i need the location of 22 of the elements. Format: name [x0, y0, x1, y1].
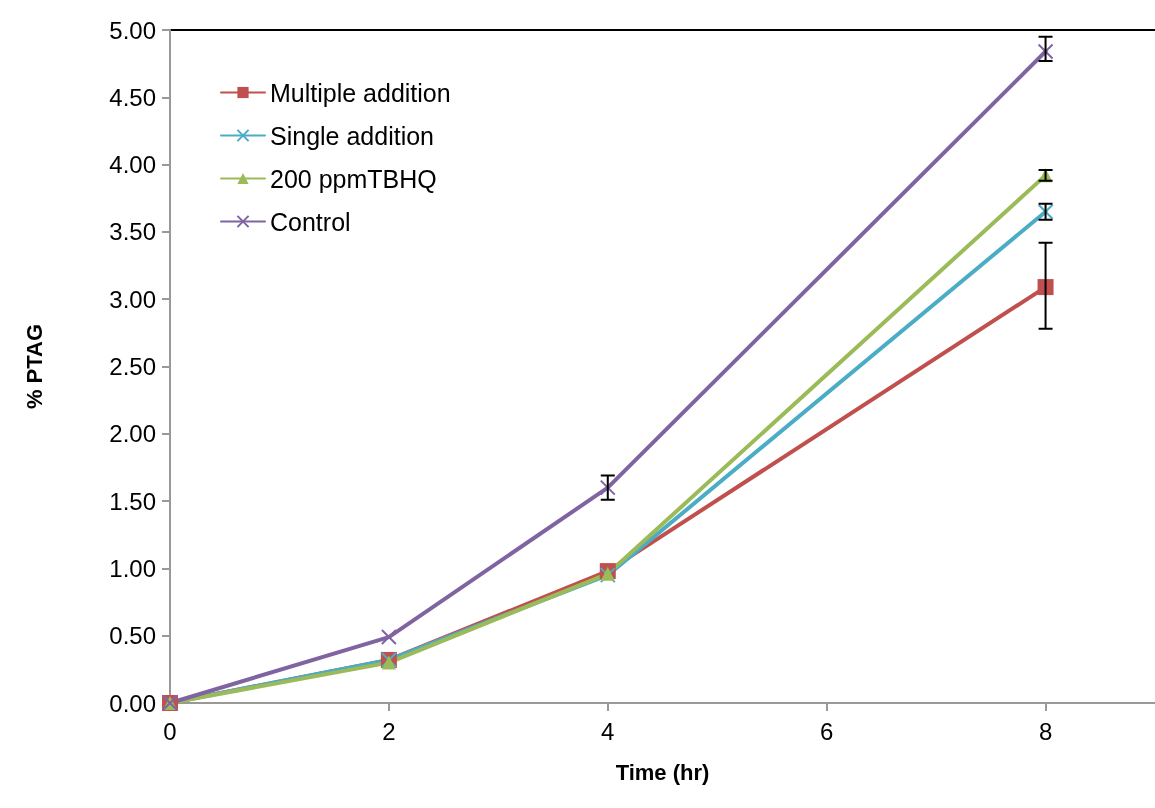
y-tick-label: 4.00 [109, 151, 156, 179]
y-tick-label: 1.50 [109, 487, 156, 515]
legend-label: Multiple addition [270, 78, 451, 107]
legend-label: Control [270, 207, 351, 236]
y-tick-label: 1.00 [109, 554, 156, 582]
y-tick-label: 4.50 [109, 83, 156, 111]
y-axis-title: % PTAG [21, 323, 47, 410]
y-tick-label: 3.50 [109, 218, 156, 246]
y-tick-label: 3.00 [109, 285, 156, 313]
y-tick-label: 2.50 [109, 353, 156, 380]
legend-label: Single addition [270, 121, 435, 150]
x-tick-label: 6 [819, 717, 834, 745]
y-tick-label: 5.00 [109, 16, 156, 44]
y-tick-label: 0.50 [109, 622, 156, 650]
x-axis-title: Time (hr) [615, 759, 710, 785]
legend-label: 200 ppmTBHQ [270, 164, 437, 193]
y-tick-label: 2.00 [109, 420, 156, 448]
y-tick-label: 0.00 [109, 689, 156, 717]
x-tick-label: 4 [601, 717, 615, 745]
x-tick-label: 8 [1038, 717, 1053, 745]
x-tick-label: 2 [382, 717, 396, 745]
x-tick-label: 0 [163, 717, 177, 745]
